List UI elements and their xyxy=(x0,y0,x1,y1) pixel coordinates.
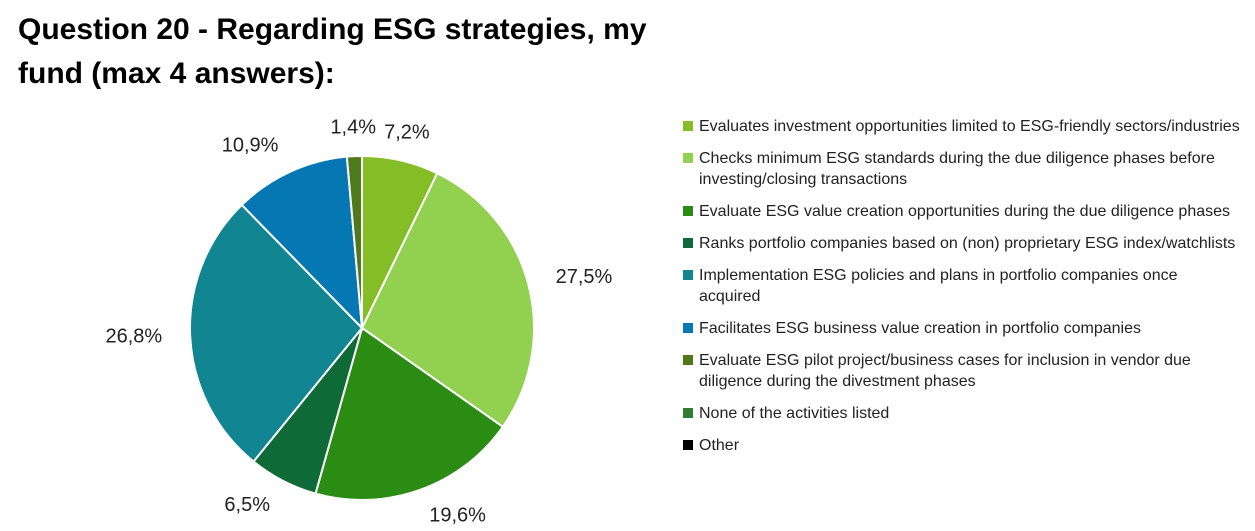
data-label: 19,6% xyxy=(429,505,486,527)
pie-slice xyxy=(314,326,505,501)
legend: Evaluates investment opportunities limit… xyxy=(683,116,1243,467)
legend-swatch xyxy=(683,355,693,365)
data-label: 26,8% xyxy=(105,325,162,347)
legend-label: Facilitates ESG business value creation … xyxy=(699,320,1141,337)
legend-swatch xyxy=(683,153,693,163)
legend-item: Ranks portfolio companies based on (non)… xyxy=(683,233,1243,254)
legend-label: Implementation ESG policies and plans in… xyxy=(699,267,1178,305)
legend-swatch xyxy=(683,323,693,333)
data-label: 10,9% xyxy=(222,135,279,157)
legend-swatch xyxy=(683,270,693,280)
pie-chart: 7,2% 27,5% 19,6% 6,5% 26,8% 10,9% 1,4% xyxy=(105,116,613,527)
legend-label: Evaluate ESG pilot project/business case… xyxy=(699,352,1191,390)
legend-label: Other xyxy=(699,437,740,454)
pie-slice xyxy=(240,155,364,331)
legend-label: Ranks portfolio companies based on (non)… xyxy=(699,235,1236,252)
legend-swatch xyxy=(683,206,693,216)
legend-item: Evaluate ESG value creation opportunitie… xyxy=(683,201,1243,222)
legend-swatch xyxy=(683,238,693,248)
chart-title: Question 20 - Regarding ESG strategies, … xyxy=(18,13,647,90)
legend-item: None of the activities listed xyxy=(683,403,1243,424)
legend-item: Other xyxy=(683,435,1243,456)
legend-swatch xyxy=(683,408,693,418)
data-label: 6,5% xyxy=(224,494,270,516)
legend-swatch xyxy=(683,440,693,450)
data-label: 27,5% xyxy=(556,266,613,288)
legend-label: Evaluates investment opportunities limit… xyxy=(699,118,1240,135)
data-label: 7,2% xyxy=(384,121,430,143)
pie-slice xyxy=(345,154,363,329)
legend-swatch xyxy=(683,121,693,131)
legend-item: Evaluates investment opportunities limit… xyxy=(683,116,1243,137)
pie-slice xyxy=(360,171,535,429)
legend-label: None of the activities listed xyxy=(699,405,890,422)
pie-slice xyxy=(189,203,364,463)
legend-item: Evaluate ESG pilot project/business case… xyxy=(683,350,1243,392)
legend-label: Evaluate ESG value creation opportunitie… xyxy=(699,203,1231,220)
legend-label: Checks minimum ESG standards during the … xyxy=(699,150,1215,188)
legend-item: Facilitates ESG business value creation … xyxy=(683,318,1243,339)
legend-item: Checks minimum ESG standards during the … xyxy=(683,148,1243,190)
legend-item: Implementation ESG policies and plans in… xyxy=(683,265,1243,307)
data-label: 1,4% xyxy=(330,116,376,138)
